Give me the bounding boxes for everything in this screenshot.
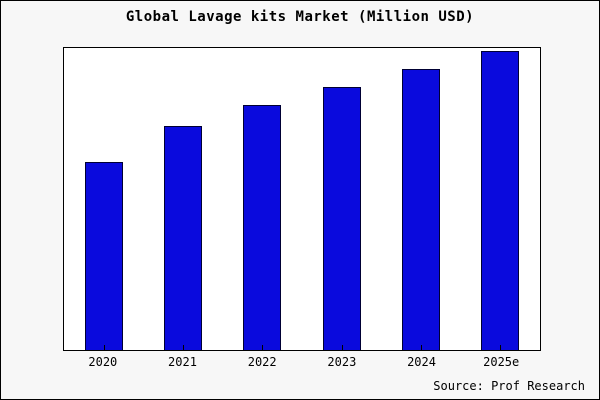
x-tick-label: 2024 bbox=[407, 355, 436, 369]
x-tick-label: 2022 bbox=[247, 355, 277, 369]
bar-2020 bbox=[84, 161, 123, 350]
bar-slot bbox=[381, 48, 460, 350]
bar-2024 bbox=[401, 68, 440, 350]
bar-2021 bbox=[163, 125, 202, 350]
x-tick-label: 2021 bbox=[168, 355, 197, 369]
x-tick-label: 2020 bbox=[88, 355, 118, 369]
bar-slot bbox=[64, 48, 143, 350]
x-axis-labels: 2020 2021 2022 2023 2024 2025e bbox=[63, 355, 541, 369]
bar-slot bbox=[143, 48, 222, 350]
bar-2025e bbox=[481, 51, 520, 350]
x-axis-tick bbox=[182, 345, 184, 350]
x-axis-tick bbox=[500, 345, 502, 350]
x-tick-label: 2023 bbox=[327, 355, 357, 369]
x-axis-tick bbox=[262, 345, 264, 350]
bar-slot bbox=[302, 48, 381, 350]
x-axis-tick bbox=[341, 345, 343, 350]
bar-2023 bbox=[322, 86, 361, 350]
bars bbox=[64, 48, 540, 350]
plot-area bbox=[63, 47, 541, 351]
bar-2022 bbox=[243, 104, 282, 350]
bar-slot bbox=[223, 48, 302, 350]
bar-slot bbox=[461, 48, 540, 350]
x-axis-tick bbox=[103, 345, 105, 350]
chart-title: Global Lavage kits Market (Million USD) bbox=[125, 9, 475, 25]
x-tick-label: 2025e bbox=[483, 355, 520, 369]
source-label: Source: Prof Research bbox=[433, 379, 585, 393]
x-axis-tick bbox=[420, 345, 422, 350]
